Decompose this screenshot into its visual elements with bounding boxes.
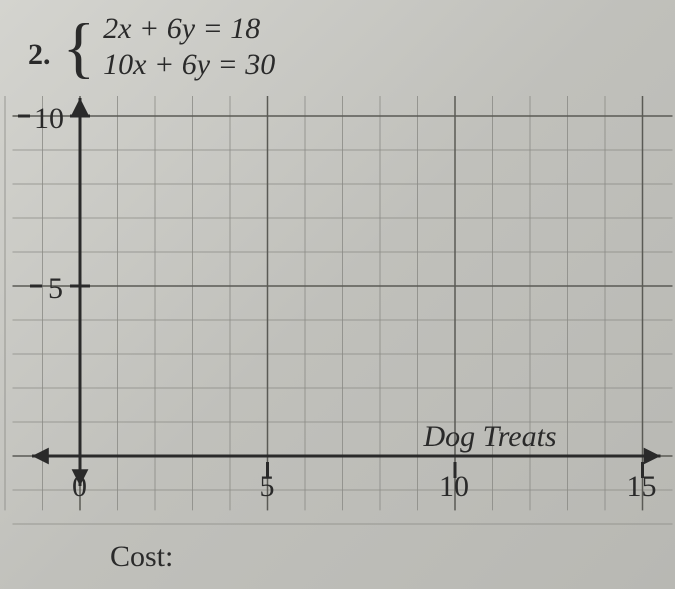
problem-header: 2. { 2x + 6y = 18 10x + 6y = 30 <box>28 12 275 82</box>
x-axis-label: Dog Treats <box>423 420 557 453</box>
page-background: 2. { 2x + 6y = 18 10x + 6y = 30 10505101… <box>0 0 675 589</box>
equation-2: 10x + 6y = 30 <box>103 48 275 82</box>
y-tick-10: 10 <box>34 102 64 135</box>
x-tick-5: 5 <box>260 470 275 503</box>
x-tick-15: 15 <box>627 470 657 503</box>
coordinate-grid: 10 5 0 5 10 15 Dog Treats <box>0 96 675 526</box>
x-tick-10: 10 <box>439 470 469 503</box>
brace-icon: { <box>63 20 96 74</box>
cost-label: Cost: <box>110 540 173 574</box>
equation-system: 2x + 6y = 18 10x + 6y = 30 <box>103 12 275 82</box>
equation-1: 2x + 6y = 18 <box>103 12 275 46</box>
problem-number: 2. <box>28 38 51 72</box>
grid-svg: 10 5 0 5 10 15 Dog Treats <box>0 96 675 526</box>
y-tick-5: 5 <box>48 272 63 305</box>
x-tick-0: 0 <box>72 470 87 503</box>
